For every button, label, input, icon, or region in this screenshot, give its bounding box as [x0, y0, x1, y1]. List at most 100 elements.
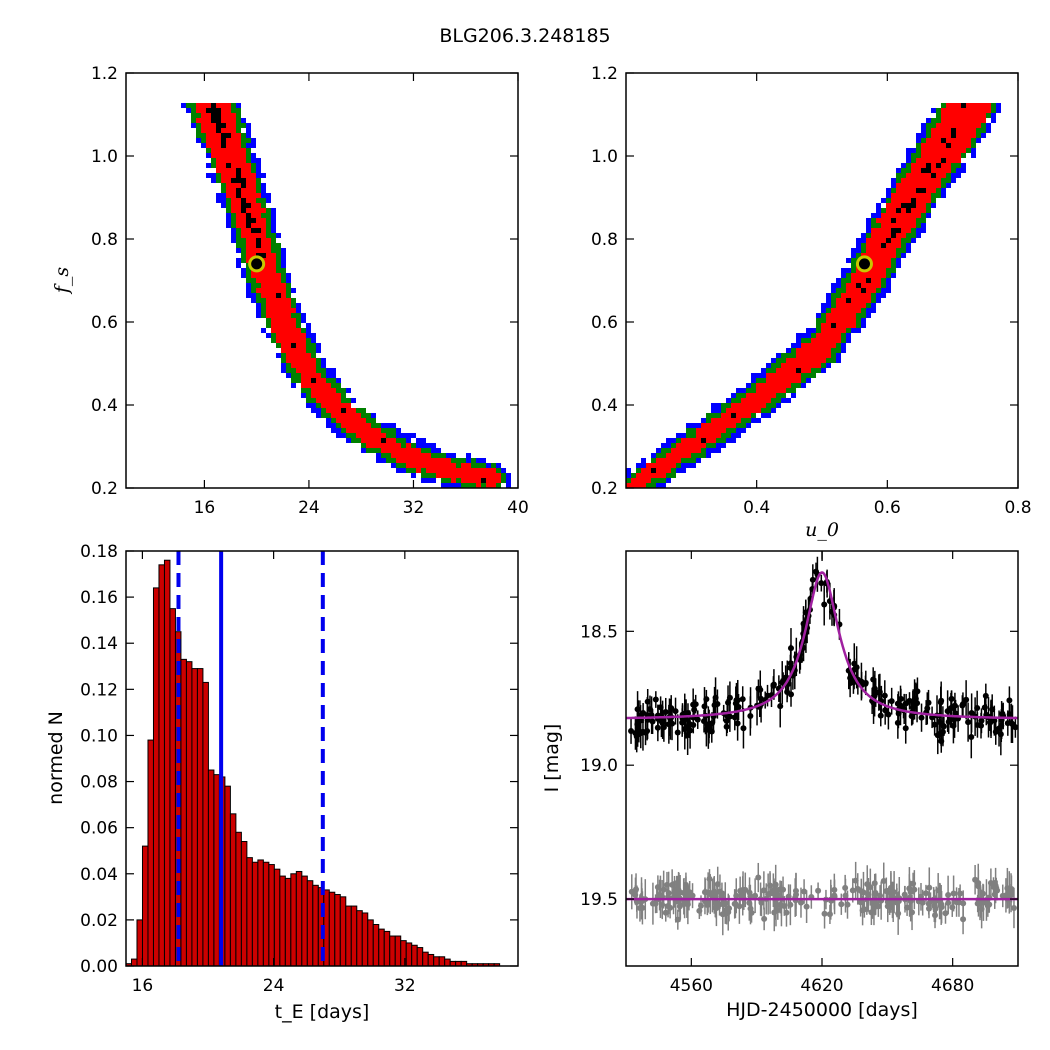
posterior-cell	[281, 303, 286, 308]
event-point	[897, 695, 904, 702]
posterior-cell	[371, 413, 376, 418]
posterior-cell	[941, 153, 946, 158]
posterior-cell	[906, 163, 911, 168]
posterior-cell	[726, 408, 731, 413]
posterior-cell	[841, 328, 846, 333]
posterior-cell	[721, 413, 726, 418]
posterior-cell	[811, 353, 816, 358]
posterior-cell	[826, 303, 831, 308]
posterior-cell	[271, 208, 276, 213]
event-point	[787, 664, 794, 671]
posterior-cell	[281, 248, 286, 253]
histogram-bar	[185, 661, 193, 967]
posterior-cell	[366, 448, 371, 453]
posterior-cell	[201, 133, 206, 138]
posterior-cell	[451, 463, 456, 468]
posterior-cell	[971, 153, 976, 158]
posterior-cell	[206, 148, 211, 153]
posterior-cell	[706, 443, 711, 448]
posterior-cell	[221, 203, 226, 208]
posterior-cell	[806, 358, 811, 363]
posterior-cell	[921, 228, 926, 233]
posterior-cell	[941, 108, 946, 113]
posterior-cell	[261, 183, 266, 188]
posterior-cell	[411, 468, 416, 473]
baseline-point	[925, 900, 932, 907]
baseline-point	[696, 907, 703, 914]
posterior-cell	[871, 283, 876, 288]
posterior-cell	[861, 318, 866, 323]
histogram-bar	[372, 924, 380, 967]
posterior-cell	[266, 303, 271, 308]
posterior-cell	[401, 463, 406, 468]
baseline-point	[838, 901, 845, 908]
posterior-cell	[886, 253, 891, 258]
posterior-cell	[726, 438, 731, 443]
posterior-cell	[851, 288, 856, 293]
posterior-cell	[916, 168, 921, 173]
posterior-cell	[681, 468, 686, 473]
posterior-cell	[496, 473, 501, 478]
posterior-cell	[396, 438, 401, 443]
best-sample	[236, 173, 241, 178]
posterior-cell	[926, 203, 931, 208]
posterior-cell	[251, 238, 256, 243]
posterior-cell	[251, 173, 256, 178]
posterior-cell	[866, 233, 871, 238]
posterior-cell	[451, 478, 456, 483]
posterior-cell	[836, 288, 841, 293]
posterior-cell	[876, 238, 881, 243]
posterior-cell	[856, 248, 861, 253]
posterior-cell	[926, 178, 931, 183]
posterior-cell	[361, 448, 366, 453]
posterior-cell	[771, 373, 776, 378]
posterior-cell	[856, 323, 861, 328]
posterior-cell	[886, 273, 891, 278]
posterior-cell	[881, 228, 886, 233]
posterior-cell	[851, 293, 856, 298]
posterior-cell	[871, 288, 876, 293]
posterior-cell	[711, 423, 716, 428]
posterior-cell	[216, 163, 221, 168]
posterior-cell	[746, 423, 751, 428]
posterior-cell	[236, 133, 241, 138]
baseline-point	[880, 878, 887, 885]
posterior-cell	[256, 248, 261, 253]
posterior-cell	[876, 208, 881, 213]
posterior-cell	[911, 213, 916, 218]
posterior-cell	[791, 383, 796, 388]
posterior-cell	[636, 473, 641, 478]
posterior-cell	[411, 458, 416, 463]
histogram-bar	[147, 739, 154, 967]
posterior-cell	[271, 253, 276, 258]
posterior-cell	[281, 368, 286, 373]
posterior-cell	[776, 398, 781, 403]
posterior-cell	[261, 203, 266, 208]
baseline-point	[706, 875, 713, 882]
posterior-cell	[901, 163, 906, 168]
posterior-cell	[776, 403, 781, 408]
posterior-cell	[791, 358, 796, 363]
posterior-cell	[906, 228, 911, 233]
posterior-cell	[226, 168, 231, 173]
posterior-cell	[961, 113, 966, 118]
posterior-cell	[261, 313, 266, 318]
posterior-cell	[931, 163, 936, 168]
histogram-bar	[383, 930, 391, 967]
event-point	[968, 709, 975, 716]
posterior-cell	[406, 438, 411, 443]
posterior-cell	[316, 388, 321, 393]
posterior-cell	[691, 453, 696, 458]
y-tick-label: 0.8	[591, 230, 618, 250]
posterior-cell	[241, 228, 246, 233]
posterior-cell	[286, 348, 291, 353]
posterior-cell	[741, 418, 746, 423]
event-point	[974, 722, 981, 729]
posterior-cell	[311, 393, 316, 398]
posterior-cell	[256, 273, 261, 278]
posterior-cell	[896, 168, 901, 173]
baseline-point	[960, 916, 967, 923]
posterior-cell	[226, 148, 231, 153]
posterior-cell	[281, 268, 286, 273]
posterior-cell	[686, 453, 691, 458]
